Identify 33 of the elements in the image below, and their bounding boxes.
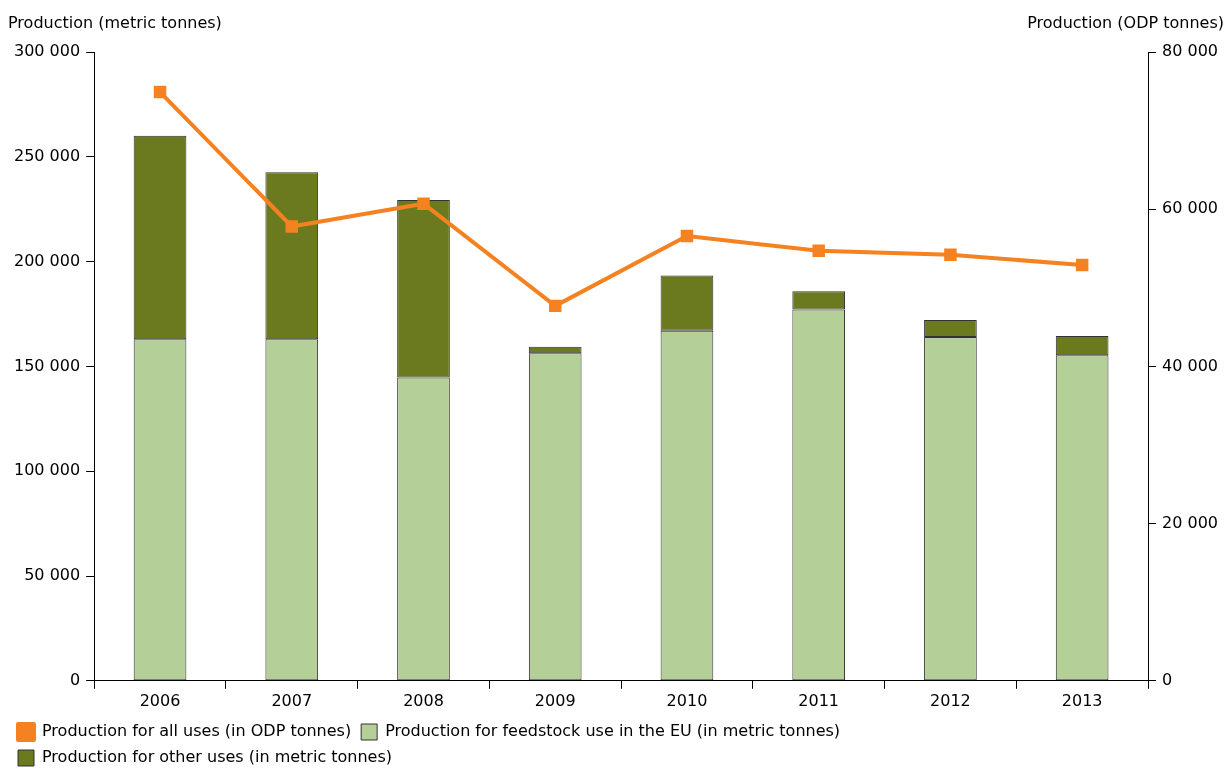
legend-label: Production for feedstock use in the EU (in metric tonnes) (385, 721, 841, 741)
y-tick-label: 50 000 (24, 565, 81, 585)
x-tick-label: 2012 (930, 690, 971, 710)
legend-label: Production for all uses (in ODP tonnes) (42, 721, 352, 741)
y-tick-label: 100 000 (13, 460, 81, 480)
y-tick-label: 300 000 (13, 41, 81, 61)
x-tick-label: 2009 (534, 690, 576, 710)
point (1075, 258, 1089, 272)
point (944, 248, 957, 262)
legend-label: Production for other uses (in metric tonnes) (42, 747, 393, 767)
x-tick-label: 2011 (798, 690, 840, 710)
y2-tick-label: 20 000 (1162, 512, 1218, 532)
point (417, 197, 430, 210)
y2-tick-label: 60 000 (1162, 198, 1218, 218)
y2-axis-title: Production (ODP tonnes) (1027, 13, 1224, 33)
y2-tick-label: 40 000 (1162, 355, 1218, 375)
point (812, 244, 825, 258)
y2-tick-label: 0 (1162, 669, 1173, 689)
y-axis-title: Production (metric tonnes) (8, 13, 222, 33)
x-tick-label: 2008 (403, 690, 444, 710)
point (680, 229, 694, 243)
point (153, 85, 167, 99)
x-tick-label: 2006 (139, 690, 181, 710)
x-tick-label: 2010 (666, 690, 708, 710)
point (548, 299, 562, 313)
y2-tick-label: 80 000 (1162, 41, 1218, 61)
y-tick-label: 150 000 (13, 355, 81, 375)
point (285, 220, 298, 233)
y-tick-label: 0 (69, 669, 81, 689)
y-tick-label: 250 000 (13, 145, 81, 165)
y-tick-label: 200 000 (13, 250, 81, 270)
x-tick-label: 2013 (1061, 690, 1103, 710)
x-tick-label: 2007 (271, 690, 313, 710)
